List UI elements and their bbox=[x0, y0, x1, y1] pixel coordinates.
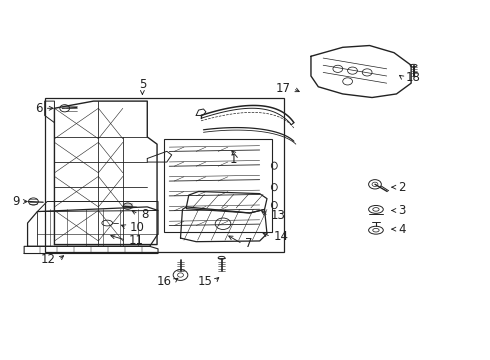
Text: 13: 13 bbox=[271, 210, 286, 222]
Text: 17: 17 bbox=[275, 82, 291, 95]
Text: 4: 4 bbox=[398, 222, 405, 236]
Text: 18: 18 bbox=[405, 71, 420, 84]
Text: 11: 11 bbox=[129, 234, 144, 247]
Text: 10: 10 bbox=[129, 221, 144, 234]
Text: 7: 7 bbox=[245, 237, 252, 250]
Text: 9: 9 bbox=[12, 195, 19, 208]
Text: 3: 3 bbox=[398, 204, 405, 217]
Text: 12: 12 bbox=[41, 253, 56, 266]
Bar bbox=[164, 139, 272, 232]
Text: 8: 8 bbox=[141, 208, 148, 221]
Bar bbox=[45, 98, 284, 252]
Text: 6: 6 bbox=[35, 102, 42, 115]
Text: 14: 14 bbox=[273, 230, 288, 243]
Text: 5: 5 bbox=[139, 78, 146, 91]
Text: 15: 15 bbox=[197, 275, 212, 288]
Text: 1: 1 bbox=[229, 153, 237, 166]
Text: 2: 2 bbox=[398, 181, 405, 194]
Text: 16: 16 bbox=[156, 275, 171, 288]
